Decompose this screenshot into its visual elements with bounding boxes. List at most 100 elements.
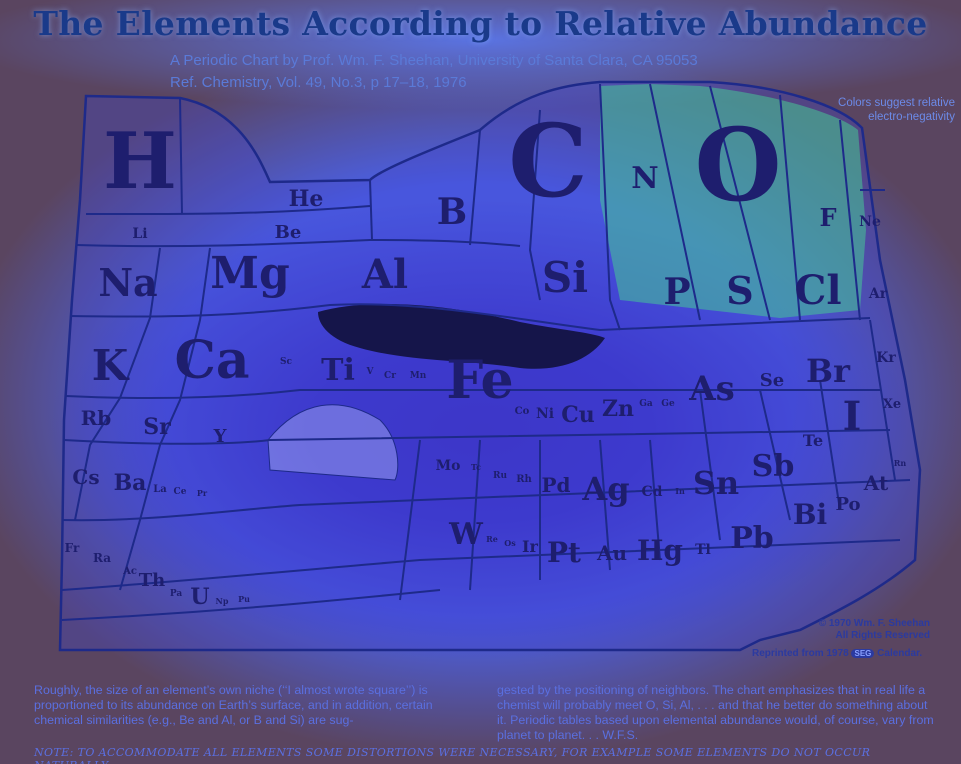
element-mg: Mg — [210, 248, 289, 299]
element-mn: Mn — [410, 371, 427, 381]
electronegative-region — [600, 84, 866, 318]
element-la: La — [153, 484, 167, 495]
element-se: Se — [760, 370, 784, 391]
element-xe: Xe — [883, 397, 901, 412]
element-sb: Sb — [752, 449, 795, 484]
element-ra: Ra — [93, 551, 111, 565]
element-ga: Ga — [639, 399, 653, 409]
element-pd: Pd — [541, 473, 570, 497]
reprint-credit: Reprinted from 1978 SEG Calendar. — [752, 648, 922, 659]
element-li: Li — [132, 226, 147, 242]
element-pa: Pa — [170, 589, 183, 599]
element-rn: Rn — [894, 458, 907, 468]
element-al: Al — [361, 251, 408, 298]
element-cu: Cu — [561, 402, 595, 428]
element-os: Os — [504, 538, 516, 548]
description-right: gested by the positioning of neighbors. … — [497, 683, 934, 742]
element-ir: Ir — [522, 537, 538, 556]
element-w: W — [448, 517, 484, 552]
element-bi: Bi — [793, 498, 827, 531]
element-pt: Pt — [547, 536, 581, 569]
element-u: U — [190, 584, 209, 610]
lanthanide-fan — [267, 404, 399, 481]
element-si: Si — [542, 253, 588, 302]
element-o: O — [694, 106, 781, 224]
element-th: Th — [139, 570, 165, 591]
element-ag: Ag — [581, 470, 629, 508]
element-rb: Rb — [81, 406, 112, 430]
element-ge: Ge — [661, 399, 675, 409]
element-np: Np — [216, 596, 229, 606]
element-hg: Hg — [637, 534, 683, 567]
element-cd: Cd — [642, 484, 663, 500]
element-na: Na — [98, 260, 157, 305]
transition-bay — [318, 303, 605, 369]
element-pu: Pu — [238, 594, 250, 604]
element-b: B — [437, 191, 467, 233]
element-s: S — [726, 268, 753, 313]
rights-line: All Rights Reserved — [835, 630, 930, 641]
page-title: The Elements According to Relative Abund… — [33, 4, 928, 43]
element-cl: Cl — [794, 267, 841, 314]
element-k: K — [92, 341, 130, 390]
element-rh: Rh — [516, 474, 532, 485]
element-tl: Tl — [695, 542, 711, 558]
element-po: Po — [835, 494, 860, 515]
element-te: Te — [803, 431, 823, 450]
copyright-block: © 1970 Wm. F. Sheehan All Rights Reserve… — [760, 618, 930, 642]
element-c: C — [508, 102, 588, 220]
element-be: Be — [275, 222, 302, 243]
element-ca: Ca — [174, 330, 249, 391]
element-labels: H He Li Be B C N O F Ne Na Mg Al Si P S Cl Ar K Ca Sc Ti V Cr Mn… — [65, 102, 907, 610]
element-as: As — [688, 369, 735, 409]
element-br: Br — [806, 352, 851, 390]
calendar-logo: SEG — [851, 649, 875, 658]
element-co: Co — [515, 406, 530, 417]
copyright-line: © 1970 Wm. F. Sheehan — [818, 618, 930, 629]
element-v: V — [366, 367, 375, 377]
element-cs: Cs — [72, 465, 99, 489]
subtitle-reference: Ref. Chemistry, Vol. 49, No.3, p 17–18, … — [170, 74, 467, 91]
subtitle-author: A Periodic Chart by Prof. Wm. F. Sheehan… — [170, 52, 698, 69]
element-he: He — [289, 186, 324, 212]
element-ru: Ru — [493, 471, 507, 481]
reprint-text: Reprinted from 1978 — [752, 648, 849, 659]
element-ni: Ni — [536, 406, 554, 422]
element-tc: Tc — [471, 462, 481, 472]
distortion-note: NOTE: TO ACCOMMODATE ALL ELEMENTS SOME D… — [34, 746, 871, 764]
element-mo: Mo — [436, 458, 461, 474]
element-sn: Sn — [693, 464, 739, 502]
description-left: Roughly, the size of an element’s own ni… — [34, 683, 433, 727]
element-fe: Fe — [446, 350, 513, 411]
element-ba: Ba — [114, 470, 147, 496]
element-kr: Kr — [876, 350, 896, 366]
element-ti: Ti — [321, 353, 355, 388]
element-cr: Cr — [384, 371, 396, 381]
element-ne: Ne — [859, 214, 881, 230]
element-ar: Ar — [868, 286, 888, 302]
column-lines — [74, 83, 896, 601]
row-lines — [61, 205, 911, 621]
element-sc: Sc — [280, 357, 292, 367]
element-sr: Sr — [143, 414, 171, 440]
element-ce: Ce — [174, 487, 187, 497]
element-n: N — [631, 161, 658, 196]
element-h: H — [103, 116, 177, 207]
element-y: Y — [213, 426, 228, 447]
element-re: Re — [486, 534, 498, 544]
header-glow — [0, 0, 961, 110]
electronegativity-note: Colors suggest relative electro-negativi… — [838, 97, 955, 123]
element-f: F — [819, 203, 836, 232]
element-ac: Ac — [122, 566, 137, 577]
element-zn: Zn — [602, 396, 634, 422]
element-i: I — [843, 393, 862, 440]
element-at: At — [863, 471, 889, 495]
element-p: P — [663, 271, 690, 313]
element-pr: Pr — [197, 488, 208, 498]
element-au: Au — [596, 541, 627, 565]
element-in: In — [675, 486, 685, 496]
calendar-text: Calendar. — [877, 648, 923, 659]
element-pb: Pb — [730, 521, 774, 556]
